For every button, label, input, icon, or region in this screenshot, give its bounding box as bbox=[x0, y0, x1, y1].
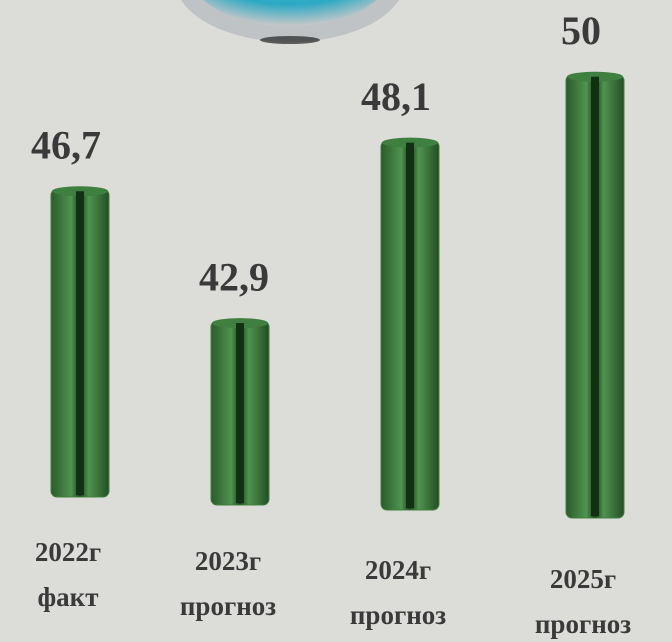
x-tick-label: 2025г bbox=[550, 564, 616, 594]
x-tick-label: 2023г bbox=[195, 546, 261, 576]
x-tick-label: 2022г bbox=[35, 537, 101, 567]
x-tick-note: факт bbox=[37, 582, 98, 612]
globe-shadow bbox=[260, 36, 320, 44]
value-label: 48,1 bbox=[361, 74, 431, 119]
value-label: 46,7 bbox=[31, 122, 101, 167]
globe bbox=[203, 0, 377, 26]
x-tick-note: прогноз bbox=[535, 609, 631, 639]
value-label: 50 bbox=[561, 8, 601, 53]
x-tick-note: прогноз bbox=[180, 591, 276, 621]
bar-stripe bbox=[406, 142, 414, 508]
value-label: 42,9 bbox=[199, 254, 269, 299]
x-tick-note: прогноз bbox=[350, 600, 446, 630]
bar-stripe bbox=[236, 323, 244, 503]
x-tick-label: 2024г bbox=[365, 555, 431, 585]
bar-stripe bbox=[76, 191, 84, 495]
bar-stripe bbox=[591, 76, 599, 517]
